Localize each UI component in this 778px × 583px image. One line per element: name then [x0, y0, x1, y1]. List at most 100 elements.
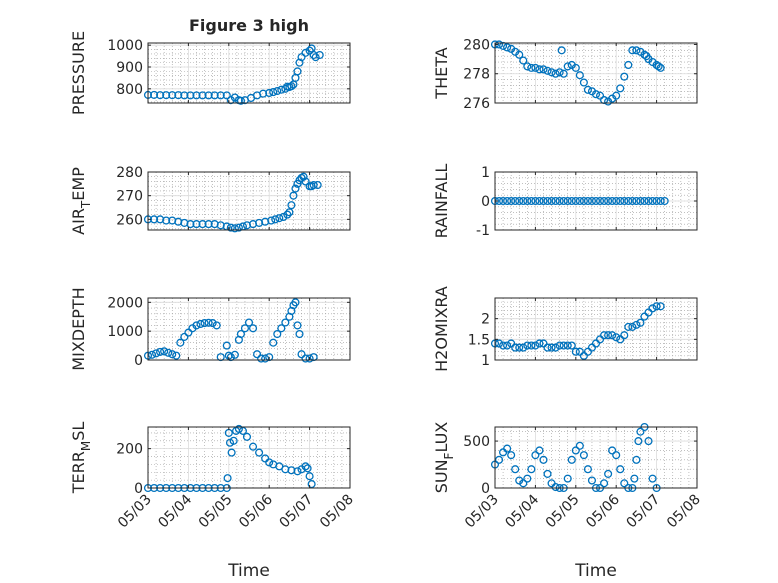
y-tick-label: 800 [116, 82, 143, 98]
data-point [176, 338, 185, 347]
data-point [620, 331, 629, 340]
data-point [583, 347, 592, 356]
y-tick-label: 500 [463, 434, 490, 450]
data-point [519, 343, 528, 352]
data-point [216, 353, 225, 362]
data-point [604, 331, 613, 340]
data-point [523, 341, 532, 350]
data-point [168, 350, 177, 359]
data-point [559, 69, 568, 78]
data-point [563, 341, 572, 350]
y-tick-label: 900 [116, 60, 143, 76]
subplot-1: 800 900 1000 PRESSURE Figure 3 high [69, 16, 351, 115]
data-point [507, 451, 516, 460]
data-point [640, 312, 649, 321]
data-point [644, 196, 653, 206]
data-point [559, 341, 568, 350]
data-point [595, 91, 605, 100]
axes-frame [494, 297, 698, 361]
data-point [616, 465, 625, 474]
data-point [307, 480, 316, 489]
data-point [579, 78, 588, 87]
data-point [567, 196, 576, 206]
data-point [555, 341, 564, 350]
x-axis-label: Time [574, 561, 617, 581]
data-point [636, 427, 645, 436]
data-point [571, 347, 580, 356]
x-tick-label: 05/08 [664, 492, 704, 532]
data-point [519, 196, 528, 206]
x-tick-label: 05/04 [155, 491, 195, 531]
data-point [632, 46, 641, 55]
data-point [575, 71, 584, 80]
data-point [535, 65, 544, 74]
data-point [595, 196, 605, 206]
data-point [652, 302, 661, 311]
data-point [301, 354, 310, 363]
data-point [539, 196, 548, 206]
data-point [301, 462, 310, 471]
data-point [295, 329, 304, 339]
data-point [515, 196, 524, 206]
data-point [652, 196, 661, 206]
data-point [656, 63, 665, 72]
data-point [192, 321, 201, 330]
data-point [557, 46, 566, 55]
y-tick-label: 1000 [107, 324, 143, 340]
data-point [265, 353, 274, 362]
data-point [527, 63, 536, 72]
data-point [267, 216, 276, 225]
data-point [539, 65, 548, 74]
data-point [503, 444, 512, 453]
data-point [630, 474, 639, 483]
x-tick-label: 05/06 [583, 491, 623, 531]
data-point [654, 62, 663, 71]
data-point [624, 60, 633, 70]
data-point [579, 196, 588, 206]
data-point [204, 318, 213, 327]
data-point [240, 324, 250, 333]
data-point [227, 448, 236, 457]
y-tick-label: 0 [134, 353, 143, 369]
data-point [309, 353, 318, 362]
data-point [628, 196, 637, 206]
axes-background [148, 172, 350, 230]
data-point [543, 343, 552, 352]
data-point [150, 90, 159, 99]
data-point [523, 474, 532, 483]
axes-background [495, 43, 697, 103]
data-point [571, 196, 580, 206]
y-tick-label: 270 [116, 189, 143, 205]
data-point [587, 196, 597, 206]
y-axis-label: THETA [432, 47, 451, 99]
data-point [156, 347, 165, 356]
data-point [196, 319, 205, 329]
axes-frame [147, 297, 351, 361]
data-point [305, 46, 314, 55]
data-point [608, 446, 617, 455]
x-tick-label: 05/04 [502, 491, 542, 531]
data-point [293, 321, 302, 330]
data-point [583, 465, 592, 474]
data-point [616, 196, 625, 206]
data-point [162, 216, 171, 225]
y-tick-label: 0 [481, 481, 490, 497]
data-point [248, 442, 258, 451]
data-point [648, 304, 657, 313]
data-point [579, 451, 588, 460]
data-point [551, 483, 560, 492]
data-point [226, 96, 235, 105]
data-point [656, 196, 665, 206]
data-point [604, 469, 613, 478]
data-point [587, 343, 597, 352]
data-point [616, 84, 625, 93]
data-point [287, 201, 296, 210]
data-point [608, 331, 617, 340]
x-tick-label: 05/05 [196, 492, 236, 532]
y-axis-label: AIRTEMP [69, 167, 93, 235]
data-point [543, 469, 552, 478]
data-point [511, 196, 520, 206]
subplot-7: 0 200 05/03 05/04 05/05 05/06 05/07 05/08 Time TE… [69, 422, 357, 581]
axes-frame [147, 42, 351, 104]
